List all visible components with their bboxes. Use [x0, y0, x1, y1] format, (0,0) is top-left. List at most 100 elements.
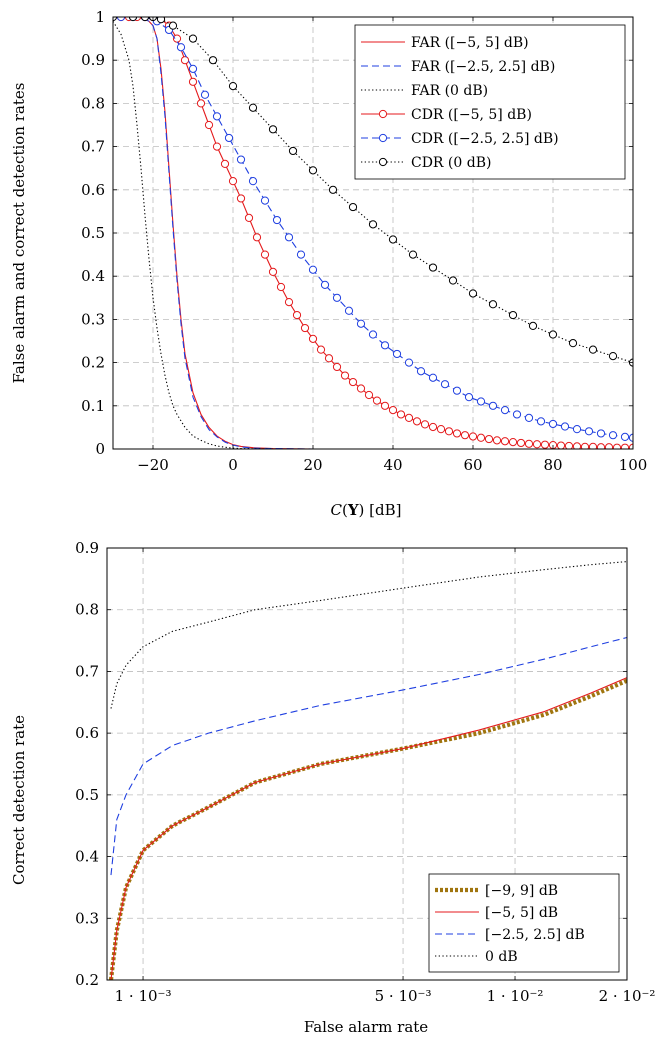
data-point	[388, 406, 398, 415]
data-point	[548, 419, 558, 429]
x-tick-label: 40	[383, 456, 402, 474]
x-tick-label: 5 · 10⁻³	[375, 987, 432, 1005]
legend-label: CDR ([−2.5, 2.5] dB)	[411, 131, 559, 147]
y-tick-label: 0.5	[81, 224, 105, 242]
data-point	[476, 397, 486, 406]
y-tick-label: 0.8	[81, 94, 105, 112]
legend-box	[354, 24, 626, 180]
data-point	[188, 34, 198, 43]
data-point	[436, 425, 446, 434]
data-point	[380, 401, 390, 410]
data-point	[588, 345, 598, 354]
data-point	[620, 432, 630, 442]
y-tick-label: 0.7	[81, 138, 105, 156]
data-point	[168, 21, 178, 30]
data-point	[332, 362, 342, 372]
data-point	[228, 177, 238, 186]
data-point	[452, 429, 462, 438]
x-tick-label: 2 · 10⁻²	[599, 987, 656, 1005]
data-point	[348, 202, 358, 212]
data-point	[468, 432, 478, 441]
data-point	[548, 330, 558, 339]
data-point	[428, 422, 438, 432]
data-point	[368, 220, 378, 229]
data-point	[324, 354, 334, 363]
data-point	[188, 64, 198, 73]
data-point	[528, 321, 538, 330]
legend-label: [−5, 5] dB	[485, 905, 558, 921]
data-point	[568, 339, 578, 348]
series-group	[113, 17, 633, 449]
y-tick-label: 0.9	[75, 539, 99, 557]
data-point	[428, 373, 438, 382]
data-point	[212, 112, 222, 121]
y-tick-label: 0.4	[75, 848, 99, 866]
data-point	[388, 235, 398, 244]
data-point	[488, 401, 498, 410]
legend: [−9, 9] dB [−5, 5] dB [−2.5, 2.5] dB 0 dB	[428, 873, 620, 973]
data-point	[204, 120, 214, 130]
data-point	[252, 233, 262, 242]
data-point	[156, 17, 166, 24]
data-point	[368, 330, 378, 339]
data-point	[220, 159, 230, 168]
data-point	[284, 298, 294, 307]
data-point	[556, 441, 566, 449]
data-point	[272, 215, 282, 225]
y-tick-label: 1	[95, 8, 105, 26]
data-point	[604, 443, 614, 449]
data-point	[356, 319, 366, 328]
y-tick-label: 0.4	[81, 267, 105, 285]
series-line-3	[110, 636, 627, 876]
data-point	[608, 352, 618, 361]
data-point	[396, 410, 406, 419]
data-point	[444, 427, 454, 436]
data-point	[500, 406, 510, 415]
chart-2: 1 · 10⁻³ 5 · 10⁻³ 1 · 10⁻² 2 · 10⁻² 0.2 0.3 0.…	[75, 539, 655, 1005]
data-point	[500, 437, 510, 446]
legend-marker	[378, 109, 388, 119]
data-point	[296, 250, 306, 259]
data-point	[448, 276, 458, 285]
data-point	[308, 265, 318, 274]
data-point	[488, 300, 498, 309]
data-point	[584, 427, 594, 436]
data-point	[372, 396, 382, 405]
data-point	[484, 434, 494, 444]
plot-frame	[106, 547, 628, 981]
data-point	[428, 263, 438, 272]
data-point	[508, 437, 518, 447]
series-line-2	[110, 677, 627, 980]
data-point	[236, 155, 246, 164]
data-point	[320, 280, 330, 289]
y-tick-label: 0.8	[75, 601, 99, 619]
data-point	[392, 349, 402, 359]
y-tick-label: 0.5	[75, 786, 99, 804]
data-point	[340, 371, 350, 380]
data-point	[588, 442, 598, 449]
data-point	[356, 384, 366, 393]
data-point	[260, 196, 270, 205]
data-point	[572, 442, 582, 449]
data-point	[408, 250, 418, 259]
data-point	[580, 442, 590, 449]
chart1-xlabel: C(Y) [dB]	[330, 501, 401, 519]
data-point	[288, 146, 298, 156]
data-point	[268, 267, 278, 276]
data-point	[452, 386, 462, 395]
data-point	[292, 310, 302, 320]
y-tick-label: 0	[95, 440, 105, 458]
x-tick-label: 80	[543, 456, 562, 474]
y-tick-label: 0.7	[75, 662, 99, 680]
data-point	[380, 341, 390, 350]
legend-label: CDR (0 dB)	[411, 155, 491, 171]
legend-label: 0 dB	[485, 949, 518, 965]
y-tick-label: 0.3	[75, 909, 99, 927]
data-point	[140, 17, 150, 22]
data-point	[420, 420, 430, 429]
data-point	[476, 433, 486, 442]
x-tick-label: 100	[619, 456, 648, 474]
data-point	[440, 380, 450, 389]
data-point	[300, 323, 310, 333]
data-point	[328, 185, 338, 194]
